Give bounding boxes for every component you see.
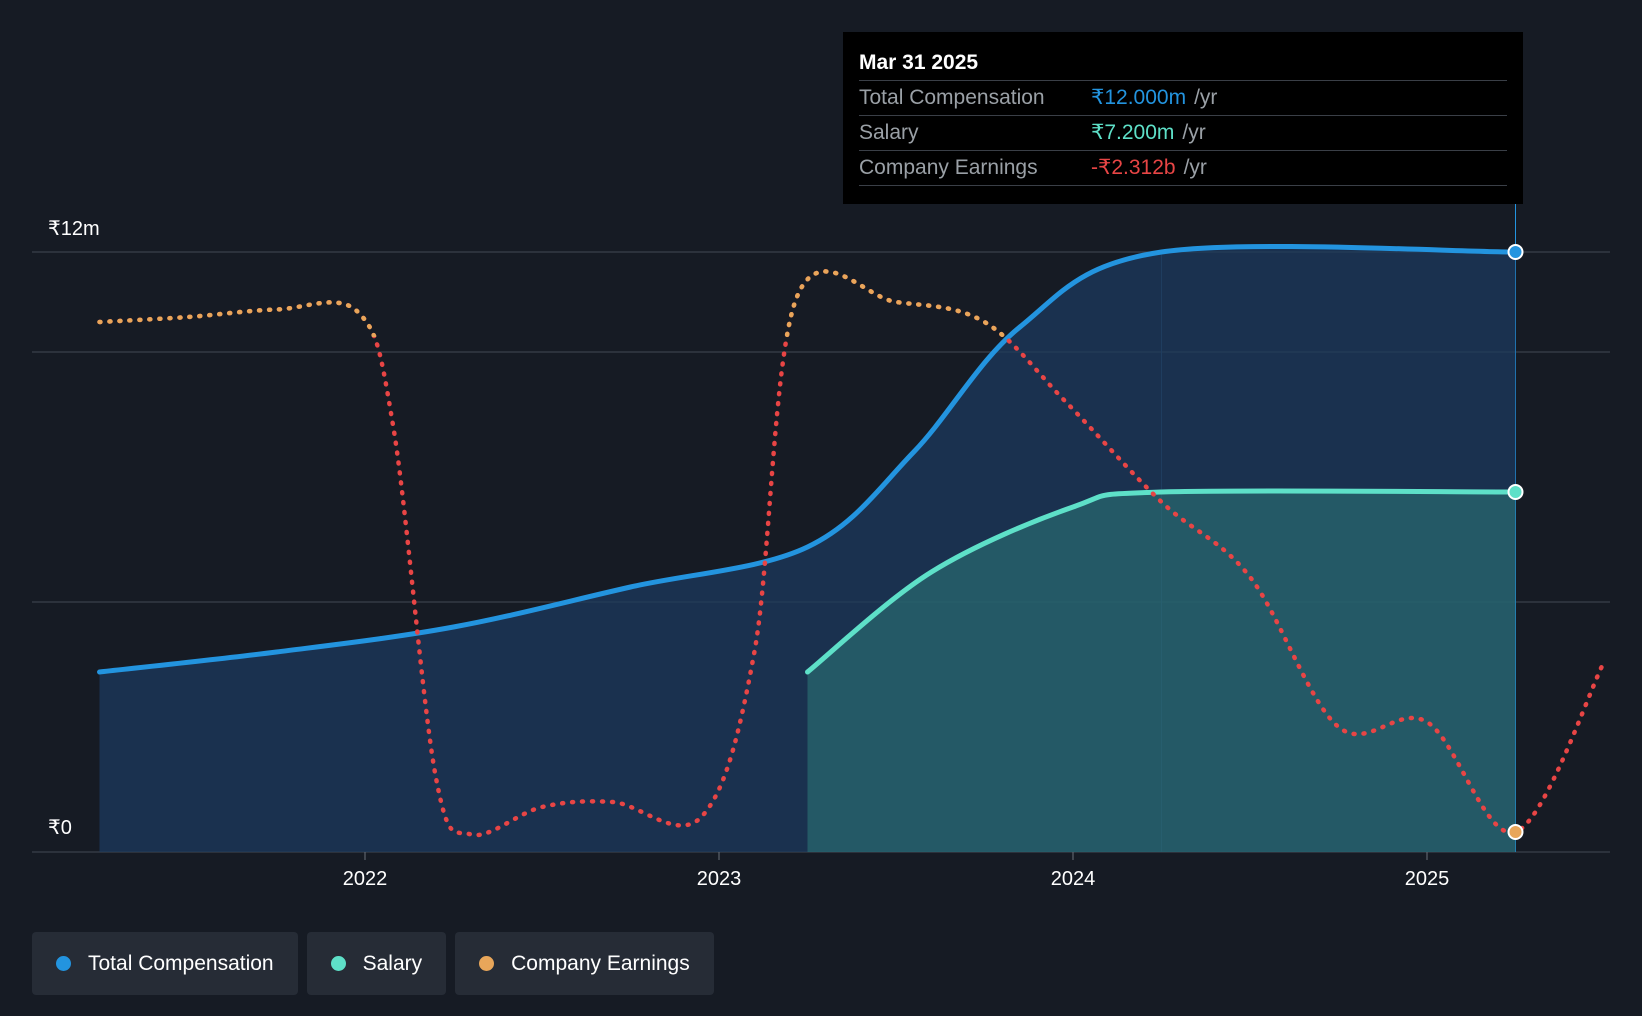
- tooltip-value: -₹2.312b: [1091, 156, 1176, 179]
- legend-salary[interactable]: Salary: [306, 932, 447, 995]
- legend-label: Company Earnings: [511, 951, 690, 975]
- legend-dot-icon: [330, 956, 346, 971]
- chart-legend: Total Compensation Salary Company Earnin…: [32, 932, 714, 995]
- line-total-compensation: [97, 243, 1518, 675]
- tooltip-value: ₹12.000m: [1091, 86, 1187, 109]
- x-tick-label: 2024: [1051, 868, 1096, 890]
- tooltip-label: Company Earnings: [859, 156, 1038, 179]
- tooltip-unit: /yr: [1182, 121, 1206, 144]
- legend-company-earnings[interactable]: Company Earnings: [455, 932, 714, 995]
- tooltip-row-salary: Salary ₹7.200m /yr: [859, 116, 1507, 151]
- y-axis-top-label: ₹12m: [48, 218, 100, 240]
- line-company-earnings: [97, 269, 1607, 838]
- series-lines: [97, 243, 1607, 838]
- hover-tooltip: Mar 31 2025 Total Compensation ₹12.000m …: [843, 32, 1523, 204]
- tooltip-label: Total Compensation: [859, 86, 1045, 109]
- tooltip-date: Mar 31 2025: [859, 46, 1507, 81]
- x-axis-ticks: 2022 2023 2024 2025: [343, 852, 1450, 890]
- legend-dot-icon: [479, 956, 495, 971]
- tooltip-unit: /yr: [1183, 156, 1207, 179]
- legend-total-compensation[interactable]: Total Compensation: [32, 932, 298, 995]
- x-tick-label: 2022: [343, 868, 388, 890]
- area-salary: [807, 490, 1516, 852]
- legend-dot-icon: [56, 956, 71, 971]
- tooltip-row-earnings: Company Earnings -₹2.312b /yr: [859, 151, 1507, 186]
- marker-company-earnings: [1507, 824, 1524, 840]
- marker-salary: [1507, 484, 1524, 500]
- marker-total-compensation: [1507, 244, 1524, 260]
- tooltip-row-total: Total Compensation ₹12.000m /yr: [859, 81, 1507, 116]
- compensation-chart: ₹12m ₹0 2022 2023 2024 2025: [32, 204, 1610, 890]
- line-salary: [805, 488, 1518, 675]
- x-tick-label: 2023: [697, 868, 742, 890]
- legend-label: Salary: [362, 951, 423, 975]
- legend-label: Total Compensation: [88, 951, 274, 975]
- tooltip-value: ₹7.200m: [1091, 121, 1175, 144]
- tooltip-unit: /yr: [1194, 86, 1218, 109]
- hover-markers: [1507, 244, 1524, 840]
- y-axis-bottom-label: ₹0: [48, 817, 72, 839]
- tooltip-label: Salary: [859, 121, 919, 144]
- x-tick-label: 2025: [1405, 868, 1450, 890]
